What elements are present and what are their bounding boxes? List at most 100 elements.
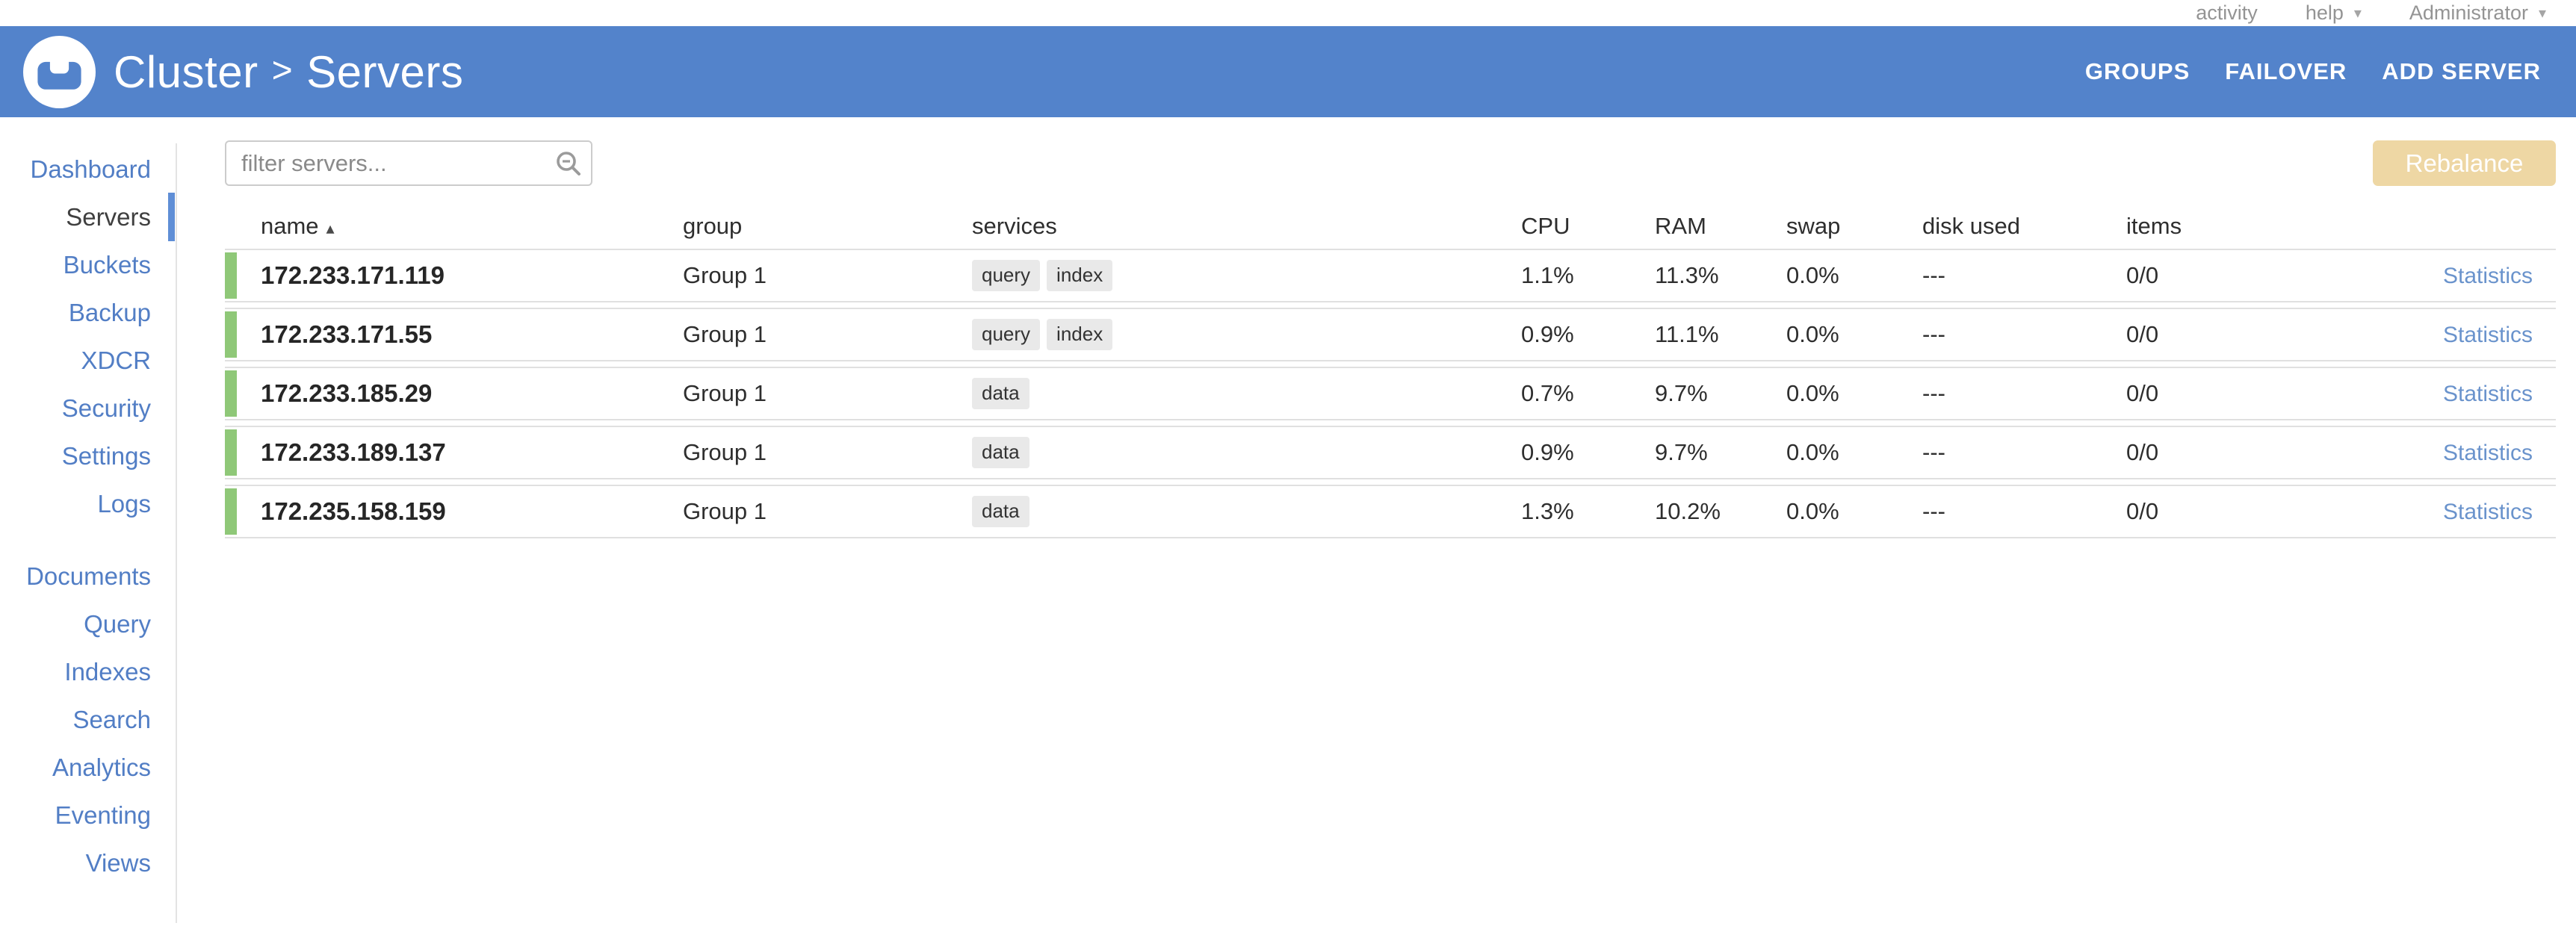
filter-servers-input[interactable] <box>225 140 592 186</box>
server-group: Group 1 <box>683 380 767 406</box>
groups-button[interactable]: GROUPS <box>2084 58 2190 84</box>
server-disk-used: --- <box>1922 439 1945 465</box>
sidebar-item-servers[interactable]: Servers <box>66 203 151 231</box>
table-row: 172.233.189.137 Group 1 data 0.9% 9.7% 0… <box>225 426 2556 479</box>
header-actions: GROUPS FAILOVER ADD SERVER <box>2085 58 2576 85</box>
add-server-button[interactable]: ADD SERVER <box>2382 58 2541 84</box>
sidebar-item-security[interactable]: Security <box>61 394 151 422</box>
column-header-name[interactable]: name ▴ <box>225 213 683 240</box>
server-ram: 11.1% <box>1655 321 1719 347</box>
selected-nav-indicator <box>168 193 175 241</box>
server-items: 0/0 <box>2126 498 2159 524</box>
failover-button[interactable]: FAILOVER <box>2225 58 2347 84</box>
server-cpu: 0.7% <box>1521 380 1574 406</box>
server-services: query index <box>972 260 1521 291</box>
couchbase-logo-icon <box>23 35 96 108</box>
service-tag: query <box>972 319 1041 350</box>
server-group: Group 1 <box>683 439 767 465</box>
sidebar-secondary-nav: Documents Query Indexes Search Analytics Even… <box>0 528 176 887</box>
sidebar: Dashboard Servers Buckets Backup XDCR Securit… <box>0 117 176 887</box>
sidebar-primary-nav: Dashboard Servers Buckets Backup XDCR Securit… <box>0 117 176 528</box>
sidebar-item-backup[interactable]: Backup <box>68 299 151 326</box>
health-status-bar <box>225 488 237 535</box>
statistics-link[interactable]: Statistics <box>2442 382 2533 406</box>
column-header-name-label: name <box>261 213 319 239</box>
header-bar: Cluster > Servers GROUPS FAILOVER ADD SERV… <box>0 26 2576 117</box>
service-tag: query <box>972 260 1041 291</box>
activity-link[interactable]: activity <box>2196 1 2258 24</box>
user-menu-label: Administrator <box>2409 1 2528 24</box>
server-swap: 0.0% <box>1786 498 1839 524</box>
sidebar-item-dashboard[interactable]: Dashboard <box>30 155 151 183</box>
sidebar-item-query[interactable]: Query <box>84 610 151 638</box>
sidebar-item-views[interactable]: Views <box>85 849 151 877</box>
server-items: 0/0 <box>2126 262 2159 288</box>
server-swap: 0.0% <box>1786 262 1839 288</box>
column-header-cpu[interactable]: CPU <box>1521 213 1570 239</box>
column-header-ram[interactable]: RAM <box>1655 213 1706 239</box>
service-tag: data <box>972 437 1030 468</box>
service-tag: index <box>1047 260 1113 291</box>
sidebar-item-documents[interactable]: Documents <box>26 562 151 590</box>
server-actions-cell: Statistics <box>2350 262 2556 289</box>
breadcrumb-section: Cluster <box>114 46 258 97</box>
user-menu[interactable]: Administrator ▾ <box>2409 1 2546 25</box>
statistics-link[interactable]: Statistics <box>2442 500 2533 524</box>
column-header-disk-used[interactable]: disk used <box>1922 213 2020 239</box>
server-name-cell: 172.233.171.55 <box>225 311 683 358</box>
server-disk-used: --- <box>1922 262 1945 288</box>
column-header-items[interactable]: items <box>2126 213 2182 239</box>
server-cpu: 0.9% <box>1521 321 1574 347</box>
service-tag: data <box>972 378 1030 409</box>
statistics-link[interactable]: Statistics <box>2442 441 2533 465</box>
breadcrumb-page: Servers <box>306 46 464 97</box>
server-name-cell: 172.233.171.119 <box>225 252 683 299</box>
sidebar-item-analytics[interactable]: Analytics <box>52 753 151 781</box>
server-items: 0/0 <box>2126 380 2159 406</box>
rebalance-button[interactable]: Rebalance <box>2373 140 2556 186</box>
server-ram: 10.2% <box>1655 498 1721 524</box>
statistics-link[interactable]: Statistics <box>2442 323 2533 347</box>
health-status-bar <box>225 429 237 476</box>
sidebar-item-xdcr[interactable]: XDCR <box>81 347 151 374</box>
server-actions-cell: Statistics <box>2350 498 2556 525</box>
server-ram: 9.7% <box>1655 439 1708 465</box>
server-ram: 9.7% <box>1655 380 1708 406</box>
server-group: Group 1 <box>683 321 767 347</box>
chevron-down-icon: ▾ <box>2353 5 2362 22</box>
help-menu[interactable]: help ▾ <box>2306 1 2362 25</box>
server-disk-used: --- <box>1922 380 1945 406</box>
server-name: 172.235.158.159 <box>261 497 446 525</box>
sidebar-item-indexes[interactable]: Indexes <box>64 658 151 686</box>
server-disk-used: --- <box>1922 498 1945 524</box>
server-name: 172.233.171.55 <box>261 320 433 348</box>
health-status-bar <box>225 370 237 417</box>
column-header-swap[interactable]: swap <box>1786 213 1841 239</box>
server-services: data <box>972 378 1521 409</box>
server-group: Group 1 <box>683 498 767 524</box>
server-actions-cell: Statistics <box>2350 380 2556 407</box>
health-status-bar <box>225 311 237 358</box>
server-services: data <box>972 496 1521 527</box>
sidebar-item-buckets[interactable]: Buckets <box>63 251 151 279</box>
service-tag: index <box>1047 319 1113 350</box>
sidebar-item-settings[interactable]: Settings <box>61 442 151 470</box>
page-title: Cluster > Servers <box>114 46 463 98</box>
server-cpu: 1.3% <box>1521 498 1574 524</box>
column-header-services[interactable]: services <box>972 213 1057 239</box>
table-row: 172.233.171.55 Group 1 query index 0.9% 1… <box>225 308 2556 361</box>
server-items: 0/0 <box>2126 439 2159 465</box>
statistics-link[interactable]: Statistics <box>2442 264 2533 288</box>
main-content: Rebalance name ▴ group services CPU RAM s… <box>177 117 2576 926</box>
sidebar-item-eventing[interactable]: Eventing <box>55 801 151 829</box>
server-actions-cell: Statistics <box>2350 321 2556 348</box>
server-name: 172.233.185.29 <box>261 379 433 407</box>
sidebar-item-search[interactable]: Search <box>72 706 151 733</box>
server-swap: 0.0% <box>1786 439 1839 465</box>
breadcrumb-separator: > <box>271 50 294 90</box>
server-services: query index <box>972 319 1521 350</box>
toolbar: Rebalance <box>225 140 2556 186</box>
sidebar-item-logs[interactable]: Logs <box>97 490 151 518</box>
column-header-group[interactable]: group <box>683 213 743 239</box>
server-name-cell: 172.233.185.29 <box>225 370 683 417</box>
